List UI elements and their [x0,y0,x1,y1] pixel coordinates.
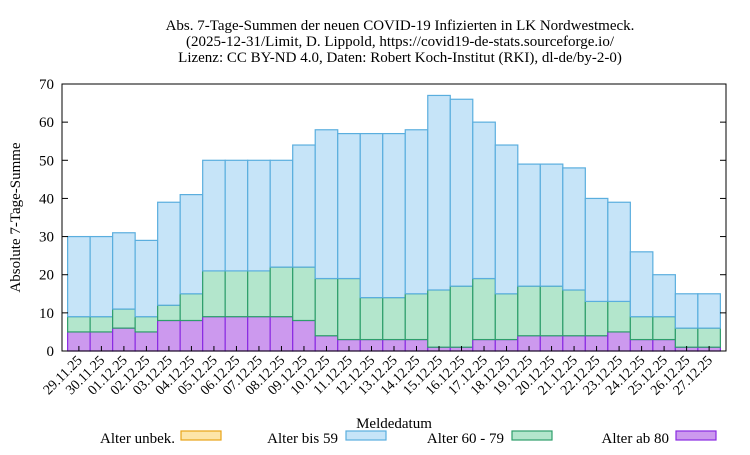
bar-segment [157,304,181,322]
bar-segment [472,277,496,341]
bar-segment [247,270,271,318]
legend-swatch [180,430,222,441]
bar-segment [89,316,114,333]
chart-title: Abs. 7-Tage-Summen der neuen COVID-19 In… [166,18,635,66]
y-tick-label: 30 [39,230,54,246]
bar-segment [382,132,406,299]
y-tick-label: 50 [39,153,54,169]
bar-segment [67,235,91,318]
chart-title-line: (2025-12-31/Limit, D. Lippold, https://c… [186,34,615,50]
bar-segment [112,308,136,329]
bar-segment [134,316,159,333]
bar-segment [629,251,654,318]
chart-title-line: Abs. 7-Tage-Summen der neuen COVID-19 In… [166,18,635,34]
bar-segment [449,98,474,287]
y-tick-label: 10 [39,306,54,322]
bar-segment [292,266,316,322]
bar-segment [337,277,361,341]
bar-segment [449,285,474,348]
bar-segment [314,129,339,280]
y-tick-label: 0 [47,344,55,360]
bar-segment [607,201,631,303]
bar-segment [427,94,451,291]
bar-segment [269,266,294,318]
bar-segment [224,159,249,272]
bar-segment [292,144,316,268]
bar-segment [517,285,541,337]
x-axis-label: Meldedatum [356,416,432,432]
bar-segment [562,167,586,291]
bar-segment [224,270,249,318]
legend: Alter unbek. Alter bis 59 Alter 60 - 79 Alt… [100,430,717,447]
y-axis-label: Absolute 7-Tage-Summe [8,142,24,293]
legend-label: Alter bis 59 [267,431,338,447]
bar-segment [562,289,586,337]
bar-segment [359,297,384,341]
bar-segment [539,285,564,337]
bar-segment [494,293,519,341]
bar-segment [427,289,451,348]
bar-segment [202,159,226,272]
bar-segment [224,316,249,352]
bar-segment [89,235,114,318]
bar-segment [584,197,609,303]
bar-segment [269,316,294,352]
y-tick-label: 60 [39,115,54,131]
legend-swatch [345,430,387,441]
bar-segment [472,121,496,280]
legend-label: Alter unbek. [100,431,175,447]
bar-segment [247,159,271,272]
bar-segment [697,293,721,329]
bar-segment [674,293,699,329]
bar-segment [247,316,271,352]
bar-segment [179,293,204,322]
chart-title-line: Lizenz: CC BY-ND 4.0, Daten: Robert Koch… [178,50,622,66]
bar-segment [629,316,654,341]
bar-segment [157,201,181,306]
legend-label: Alter ab 80 [602,431,669,447]
bar-segment [674,327,699,348]
legend-swatch [511,430,553,441]
bar-segment [652,316,676,341]
bar-segment [314,277,339,337]
y-tick-label: 40 [39,191,54,207]
bar-segment [404,293,429,341]
bar-segment [652,274,676,318]
y-tick-label: 20 [39,268,54,284]
bar-segment [584,300,609,337]
bar-segment [202,270,226,318]
bar-segment [179,194,204,295]
bar-segment [517,163,541,287]
bar-segment [607,300,631,333]
bar-segment [359,132,384,299]
legend-label: Alter 60 - 79 [427,431,504,447]
bar-segment [112,232,136,310]
bar-segment [404,129,429,295]
bar-segment [269,159,294,268]
bar-segment [697,327,721,348]
y-tick-label: 70 [39,77,54,93]
bars [67,94,721,352]
legend-swatch [675,430,717,441]
bar-segment [337,132,361,280]
bar-segment [202,316,226,352]
bar-segment [134,239,159,318]
bar-segment [494,144,519,295]
bar-segment [539,163,564,287]
bar-segment [382,297,406,341]
bar-segment [67,316,91,333]
